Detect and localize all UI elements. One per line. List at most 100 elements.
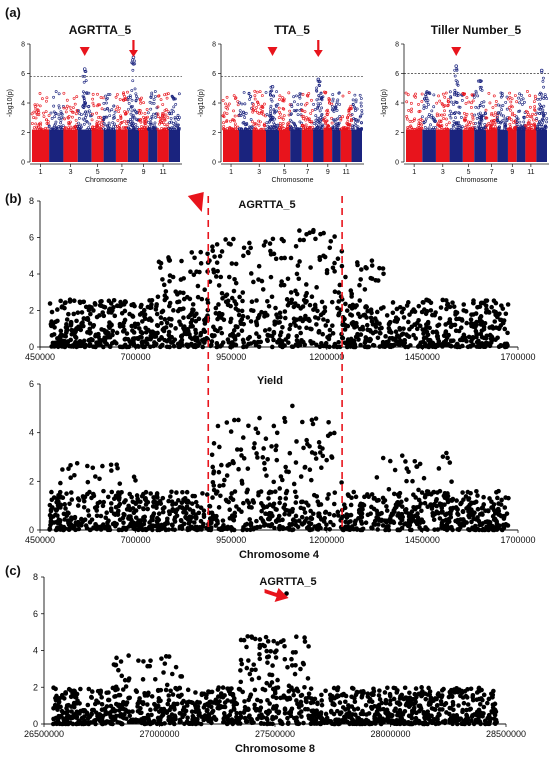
data-point [255,455,260,460]
data-point [502,326,508,332]
manhattan-point [149,95,153,99]
data-point [402,507,408,513]
data-point [219,330,225,336]
data-point [307,302,313,308]
manhattan-point [356,118,360,122]
manhattan-point [420,127,424,131]
data-point [239,481,245,486]
data-point [104,524,110,529]
data-point [194,527,200,533]
data-point [198,330,204,336]
data-point [106,298,112,304]
data-point [358,519,364,524]
data-point [87,519,93,525]
manhattan-point [448,113,452,117]
data-point [406,523,411,529]
data-point [137,519,142,524]
data-point [202,318,208,323]
data-point [327,526,333,532]
data-point [273,256,279,262]
manhattan-point [293,100,296,104]
manhattan-point [432,128,436,131]
manhattan-point [71,110,74,114]
data-point [469,312,474,317]
manhattan-point [420,92,424,96]
manhattan-point [474,122,477,125]
data-point [179,258,184,264]
data-point [288,290,294,295]
y-tick-label: 0 [29,342,34,352]
manhattan-point [424,93,427,97]
manhattan-point [359,104,363,108]
manhattan-point [463,119,467,123]
data-point [332,430,337,436]
manhattan-peak-top [82,67,87,71]
data-point [145,304,151,310]
manhattan-point [409,101,413,105]
data-point [459,317,465,322]
manhattan-point [149,122,152,126]
data-point [202,340,207,345]
manhattan-point [105,115,109,119]
data-point [238,637,244,643]
manhattan-point [130,124,134,128]
data-point [272,525,277,531]
data-point [117,501,123,507]
data-point [481,327,487,332]
data-point [51,495,57,500]
data-point [386,527,392,533]
manhattan-band [332,129,341,162]
data-point [135,335,140,341]
data-point [315,308,320,314]
data-point [271,423,277,429]
manhattan-point [442,127,446,131]
data-point [419,309,425,315]
data-point [264,504,270,510]
manhattan-point [282,126,286,130]
data-point [489,324,495,329]
data-point [138,304,144,310]
data-point [200,491,205,496]
data-point [298,474,304,479]
data-point [259,278,265,284]
manhattan-point [346,115,350,119]
data-point [116,490,121,495]
manhattan-point [282,107,286,111]
y-tick-label: 6 [21,71,25,78]
data-point [404,478,409,484]
data-point [440,518,446,524]
x-tick-label: 700000 [121,535,151,545]
data-point [366,494,371,500]
data-point [296,704,302,710]
manhattan-point [245,122,249,126]
manhattan-peak-point [477,128,481,131]
data-point [486,527,491,533]
manhattan-point [458,123,461,127]
data-point [283,464,288,470]
data-point [76,497,82,503]
manhattan-point [123,110,126,114]
data-point [233,301,239,307]
data-point [391,696,397,702]
data-point [447,317,453,322]
data-point [213,523,219,528]
manhattan-point [42,111,45,115]
manhattan-point [62,91,66,95]
data-point [374,498,380,503]
data-point [58,480,63,486]
manhattan-point [163,118,167,122]
data-point [331,513,337,518]
manhattan-point [259,127,263,131]
x-tick-label: 1200000 [309,352,344,362]
data-point [420,327,426,332]
manhattan-point [77,117,81,120]
manhattan-point [490,111,494,115]
data-point [108,501,114,506]
data-point [198,505,204,511]
data-point [226,274,232,280]
data-point [87,489,92,495]
manhattan-point [412,127,416,131]
manhattan-point [478,111,482,115]
data-point [170,339,176,345]
data-point [262,314,267,319]
